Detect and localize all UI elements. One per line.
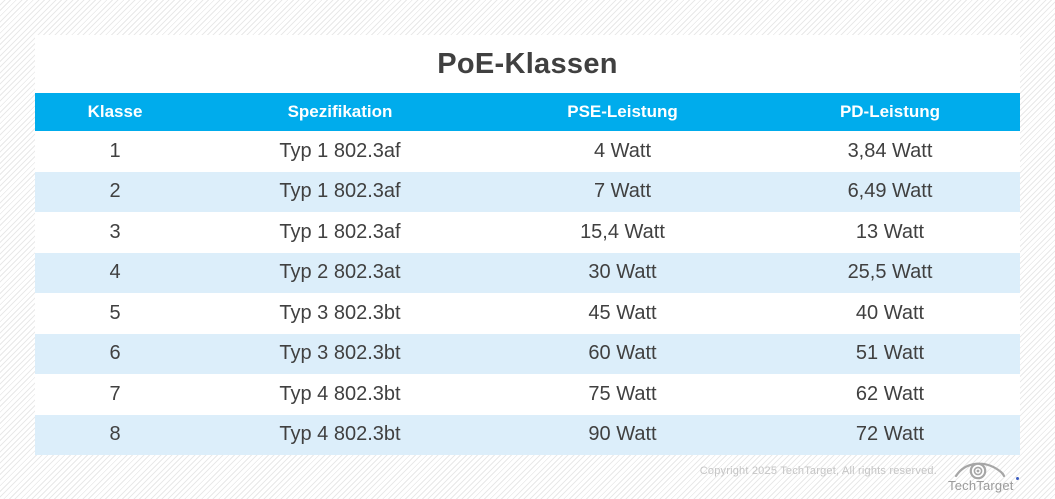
cell-spezifikation: Typ 4 802.3bt bbox=[195, 374, 485, 415]
table-header-row: Klasse Spezifikation PSE-Leistung PD-Lei… bbox=[35, 93, 1020, 131]
cell-pd-leistung: 51 Watt bbox=[760, 333, 1020, 374]
techtarget-logo: TechTarget bbox=[948, 459, 1014, 493]
title-block: PoE-Klassen bbox=[35, 35, 1020, 93]
cell-klasse: 7 bbox=[35, 374, 195, 415]
cell-spezifikation: Typ 3 802.3bt bbox=[195, 293, 485, 334]
brand-label: TechTarget bbox=[948, 478, 1014, 493]
column-header-pd-leistung: PD-Leistung bbox=[760, 93, 1020, 131]
column-header-spezifikation: Spezifikation bbox=[195, 93, 485, 131]
cell-klasse: 5 bbox=[35, 293, 195, 334]
cell-pd-leistung: 3,84 Watt bbox=[760, 131, 1020, 172]
table-row: 6 Typ 3 802.3bt 60 Watt 51 Watt bbox=[35, 333, 1020, 374]
table-row: 7 Typ 4 802.3bt 75 Watt 62 Watt bbox=[35, 374, 1020, 415]
page-title: PoE-Klassen bbox=[437, 47, 618, 80]
cell-klasse: 8 bbox=[35, 414, 195, 455]
column-header-klasse: Klasse bbox=[35, 93, 195, 131]
cell-pd-leistung: 72 Watt bbox=[760, 414, 1020, 455]
table-row: 2 Typ 1 802.3af 7 Watt 6,49 Watt bbox=[35, 171, 1020, 212]
cell-spezifikation: Typ 1 802.3af bbox=[195, 171, 485, 212]
poe-classes-table: Klasse Spezifikation PSE-Leistung PD-Lei… bbox=[35, 93, 1020, 455]
cell-pd-leistung: 62 Watt bbox=[760, 374, 1020, 415]
table-row: 4 Typ 2 802.3at 30 Watt 25,5 Watt bbox=[35, 252, 1020, 293]
cell-pse-leistung: 15,4 Watt bbox=[485, 212, 760, 253]
table-row: 5 Typ 3 802.3bt 45 Watt 40 Watt bbox=[35, 293, 1020, 334]
copyright-text: Copyright 2025 TechTarget, All rights re… bbox=[699, 465, 937, 477]
cell-spezifikation: Typ 1 802.3af bbox=[195, 131, 485, 172]
cell-pd-leistung: 25,5 Watt bbox=[760, 252, 1020, 293]
cell-klasse: 1 bbox=[35, 131, 195, 172]
cell-spezifikation: Typ 1 802.3af bbox=[195, 212, 485, 253]
blue-dot bbox=[1016, 477, 1019, 480]
cell-pd-leistung: 6,49 Watt bbox=[760, 171, 1020, 212]
cell-pd-leistung: 13 Watt bbox=[760, 212, 1020, 253]
cell-pse-leistung: 75 Watt bbox=[485, 374, 760, 415]
cell-pse-leistung: 45 Watt bbox=[485, 293, 760, 334]
cell-pse-leistung: 60 Watt bbox=[485, 333, 760, 374]
cell-spezifikation: Typ 2 802.3at bbox=[195, 252, 485, 293]
content-card: PoE-Klassen Klasse Spezifikation PSE-Lei… bbox=[35, 35, 1020, 455]
cell-pse-leistung: 7 Watt bbox=[485, 171, 760, 212]
cell-klasse: 2 bbox=[35, 171, 195, 212]
cell-pd-leistung: 40 Watt bbox=[760, 293, 1020, 334]
table-row: 3 Typ 1 802.3af 15,4 Watt 13 Watt bbox=[35, 212, 1020, 253]
column-header-pse-leistung: PSE-Leistung bbox=[485, 93, 760, 131]
cell-pse-leistung: 30 Watt bbox=[485, 252, 760, 293]
table-row: 8 Typ 4 802.3bt 90 Watt 72 Watt bbox=[35, 414, 1020, 455]
eye-icon bbox=[954, 462, 1005, 480]
cell-klasse: 3 bbox=[35, 212, 195, 253]
table-body: 1 Typ 1 802.3af 4 Watt 3,84 Watt 2 Typ 1… bbox=[35, 131, 1020, 455]
table-header: Klasse Spezifikation PSE-Leistung PD-Lei… bbox=[35, 93, 1020, 131]
cell-klasse: 6 bbox=[35, 333, 195, 374]
table-row: 1 Typ 1 802.3af 4 Watt 3,84 Watt bbox=[35, 131, 1020, 172]
cell-pse-leistung: 90 Watt bbox=[485, 414, 760, 455]
cell-spezifikation: Typ 4 802.3bt bbox=[195, 414, 485, 455]
cell-pse-leistung: 4 Watt bbox=[485, 131, 760, 172]
cell-spezifikation: Typ 3 802.3bt bbox=[195, 333, 485, 374]
cell-klasse: 4 bbox=[35, 252, 195, 293]
